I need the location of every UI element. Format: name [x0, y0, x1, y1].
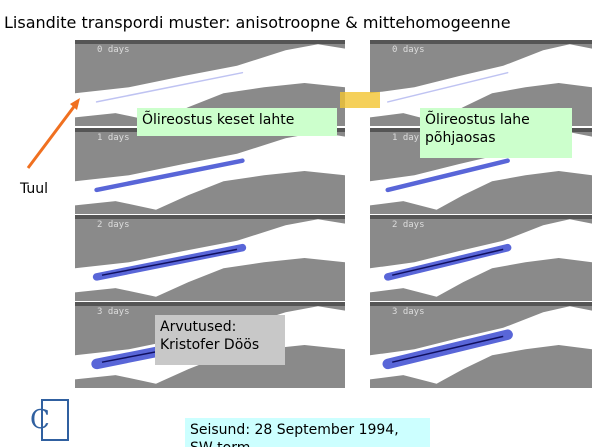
- panel-ruler: [370, 215, 592, 219]
- panel-label: 2 days: [392, 220, 425, 230]
- panel-label: 3 days: [97, 307, 130, 317]
- panel-ruler: [370, 302, 592, 306]
- panel-ruler: [75, 40, 345, 44]
- title: Lisandite transpordi muster: anisotroopn…: [4, 14, 584, 32]
- panel-label: 1 days: [97, 133, 130, 143]
- logo: C: [30, 405, 50, 435]
- callout-center: Õlireostus keset lahte: [137, 108, 337, 136]
- yellow-band: [340, 92, 380, 108]
- panel-label: 3 days: [392, 307, 425, 317]
- panel-ruler: [75, 302, 345, 306]
- panel-label: 0 days: [97, 45, 130, 55]
- panel-ruler: [75, 215, 345, 219]
- panel-label: 0 days: [392, 45, 425, 55]
- callout-line: Õlireostus lahe: [425, 111, 567, 129]
- slide-art: 0 days1 days2 days3 days0 days1 days2 da…: [0, 0, 604, 447]
- wind-arrow: [28, 104, 76, 168]
- panel-ruler: [370, 40, 592, 44]
- credits-line: Kristofer Döös: [160, 336, 280, 354]
- footer: Seisund: 28 September 1994, SW torm: [185, 418, 430, 447]
- callout-line: põhjaosas: [425, 129, 567, 147]
- panel-label: 2 days: [97, 220, 130, 230]
- wind-label: Tuul: [20, 180, 48, 198]
- slide: 0 days1 days2 days3 days0 days1 days2 da…: [0, 0, 604, 447]
- credits-line: Arvutused:: [160, 318, 280, 336]
- credits: Arvutused:Kristofer Döös: [155, 315, 285, 365]
